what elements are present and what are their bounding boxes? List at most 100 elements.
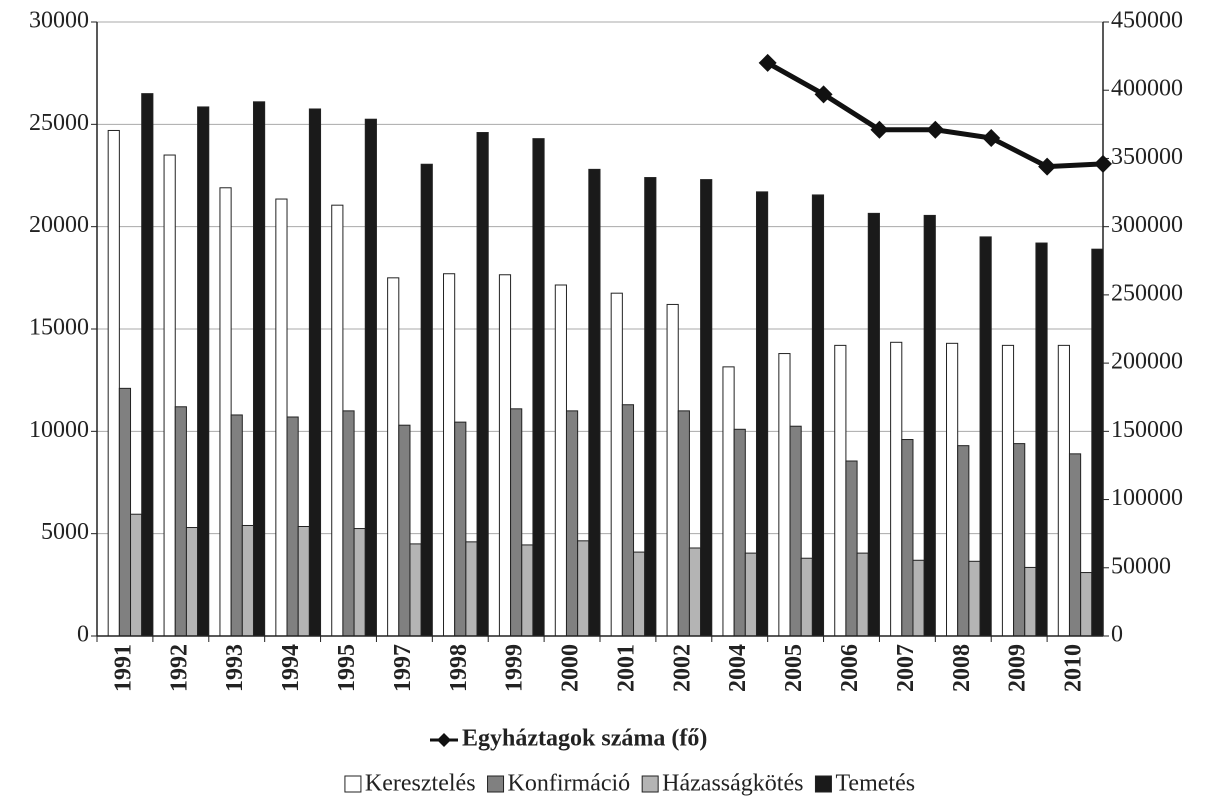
y2-tick-label: 100000: [1111, 485, 1183, 511]
y2-tick-label: 450000: [1111, 8, 1183, 34]
bar: [666, 303, 679, 637]
x-tick-label: 2002: [669, 644, 695, 692]
bar: [890, 341, 903, 637]
legend-label: Konfirmáció: [508, 771, 631, 797]
line-marker: [1038, 157, 1057, 176]
bar: [845, 460, 858, 637]
bar: [141, 93, 154, 637]
y-tick-label: 25000: [29, 110, 89, 136]
x-tick-label: 1994: [278, 644, 304, 692]
x-tick-label: 1995: [334, 644, 360, 692]
legend-label: Egyháztagok száma (fő): [462, 726, 707, 752]
y-tick-label: 15000: [29, 315, 89, 341]
legend: Keresztelés Konfirmáció Házasságkötés Temet…: [344, 771, 915, 797]
legend-swatch: [344, 775, 362, 793]
y2-tick-label: 0: [1111, 622, 1123, 648]
bar: [979, 236, 992, 637]
legend-label: Házasságkötés: [662, 771, 803, 797]
bar: [1068, 453, 1082, 637]
y-tick-label: 5000: [41, 519, 89, 545]
bar: [107, 129, 120, 637]
x-tick-label: 2010: [1061, 644, 1087, 692]
x-tick-label: 2000: [558, 644, 584, 692]
bar: [588, 168, 601, 637]
x-tick-label: 2006: [837, 644, 863, 692]
bar: [834, 344, 847, 637]
x-tick-label: 1998: [446, 644, 472, 692]
bar: [331, 204, 344, 637]
bar: [174, 406, 187, 637]
bar: [688, 547, 702, 637]
bar: [286, 416, 299, 637]
bar: [185, 527, 199, 637]
bar: [554, 284, 567, 637]
bar: [510, 408, 523, 637]
y-tick-label: 0: [77, 622, 89, 648]
bar: [241, 524, 254, 637]
bar: [532, 138, 545, 637]
bar: [118, 387, 132, 637]
line: [766, 60, 1104, 170]
legend-marker: [437, 733, 451, 747]
bar: [1024, 566, 1037, 637]
bar: [387, 277, 400, 637]
line-marker: [926, 120, 945, 139]
y2-tick-label: 400000: [1111, 76, 1183, 102]
bar: [409, 543, 422, 637]
bar: [353, 528, 366, 637]
bar: [856, 552, 869, 637]
y2-tick-label: 150000: [1111, 417, 1183, 443]
bar: [789, 425, 802, 637]
bar: [1091, 248, 1104, 637]
bar: [677, 410, 690, 637]
line-marker: [758, 53, 777, 72]
x-tick-label: 2004: [725, 644, 751, 692]
bar: [923, 214, 936, 637]
x-tick-label: 2007: [893, 644, 919, 692]
bar: [521, 544, 534, 637]
bar: [946, 342, 959, 637]
y2-tick-label: 300000: [1111, 212, 1183, 238]
bar: [498, 274, 512, 637]
x-tick-label: 2001: [613, 644, 639, 692]
line-marker: [982, 128, 1001, 147]
bar: [308, 108, 322, 637]
y-tick-label: 20000: [29, 212, 89, 238]
x-tick-label: 1991: [110, 644, 136, 692]
bar: [476, 132, 489, 637]
y-tick-label: 10000: [29, 417, 89, 443]
bar: [901, 439, 914, 637]
bar: [398, 424, 411, 637]
y2-tick-label: 350000: [1111, 144, 1183, 170]
bar: [163, 154, 176, 637]
bar: [700, 179, 713, 637]
bar: [800, 557, 813, 637]
bar: [1013, 443, 1026, 637]
x-tick-label: 1999: [502, 644, 528, 692]
bar: [219, 187, 232, 637]
bar: [621, 404, 635, 637]
bar: [275, 198, 288, 637]
x-tick-label: 1993: [222, 644, 248, 692]
bar: [633, 551, 646, 637]
bar: [744, 552, 757, 637]
legend-swatch: [641, 775, 659, 793]
bar: [957, 445, 970, 637]
bar: [197, 106, 210, 637]
legend-swatch: [487, 775, 505, 793]
bar: [912, 559, 925, 637]
bar: [130, 513, 143, 637]
bar: [968, 560, 981, 637]
x-tick-label: 2008: [949, 644, 975, 692]
x-tick-label: 2009: [1005, 644, 1031, 692]
y2-tick-label: 50000: [1111, 553, 1171, 579]
bar: [778, 353, 791, 637]
y2-tick-label: 200000: [1111, 349, 1183, 375]
bar: [1035, 242, 1048, 637]
line-marker: [1094, 154, 1112, 173]
x-tick-label: 1997: [390, 644, 416, 692]
legend-label: Keresztelés: [365, 771, 476, 797]
y-tick-label: 30000: [29, 8, 89, 34]
bar: [454, 421, 467, 637]
